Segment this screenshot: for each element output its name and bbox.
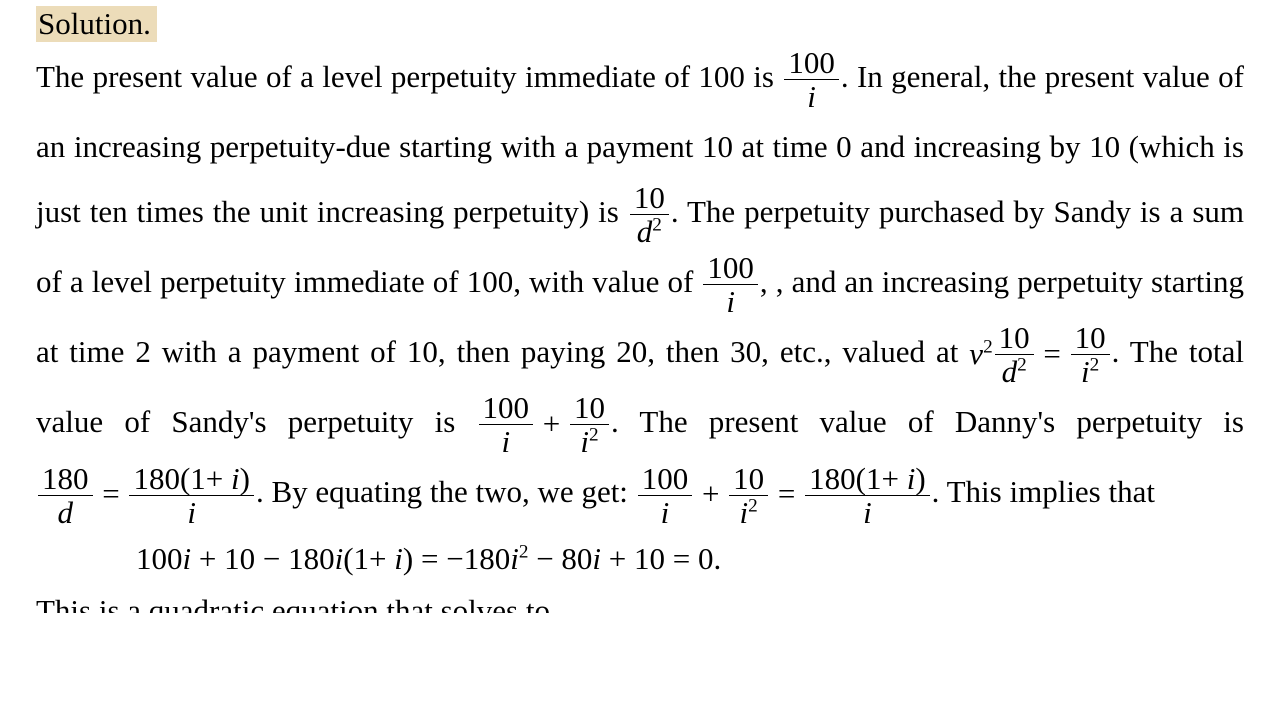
solution-heading: Solution.: [36, 6, 157, 42]
comma: ,: [760, 264, 768, 299]
solution-body: The present value of a level perpetuity …: [36, 44, 1244, 530]
num-180-1plusi: 180(1+ i): [809, 461, 926, 496]
fraction-100-over-i: 100i: [701, 251, 760, 319]
expr-equate: 100i + 10i2 = 180(1+ i)i: [636, 461, 932, 529]
text-segment: . By equating the two, we get:: [256, 474, 636, 509]
text-segment: . The present value of Danny's perpetuit…: [611, 404, 1244, 439]
text-segment: The present value of a level perpetuity …: [36, 59, 782, 94]
solution-page: Solution. The present value of a level p…: [0, 0, 1280, 613]
fraction-100-over-i: 100i: [782, 46, 841, 114]
expr-sandy-total: 100i + 10i2: [477, 391, 611, 459]
num-180-1plusi: 180(1+ i): [133, 461, 250, 496]
expr-v2-10-over-d2-eq-10-over-i2: v210d2 = 10i2: [969, 321, 1111, 389]
derived-equation: 100i + 10 − 180i(1+ i) = −180i2 − 80i + …: [36, 540, 1244, 577]
text-segment: . This implies that: [932, 474, 1155, 509]
fraction-10-over-d2: 10d2: [628, 181, 671, 249]
expr-danny-pv: 180d = 180(1+ i)i: [36, 461, 256, 529]
cutoff-text: This is a quadratic equation that solves…: [36, 595, 1244, 613]
